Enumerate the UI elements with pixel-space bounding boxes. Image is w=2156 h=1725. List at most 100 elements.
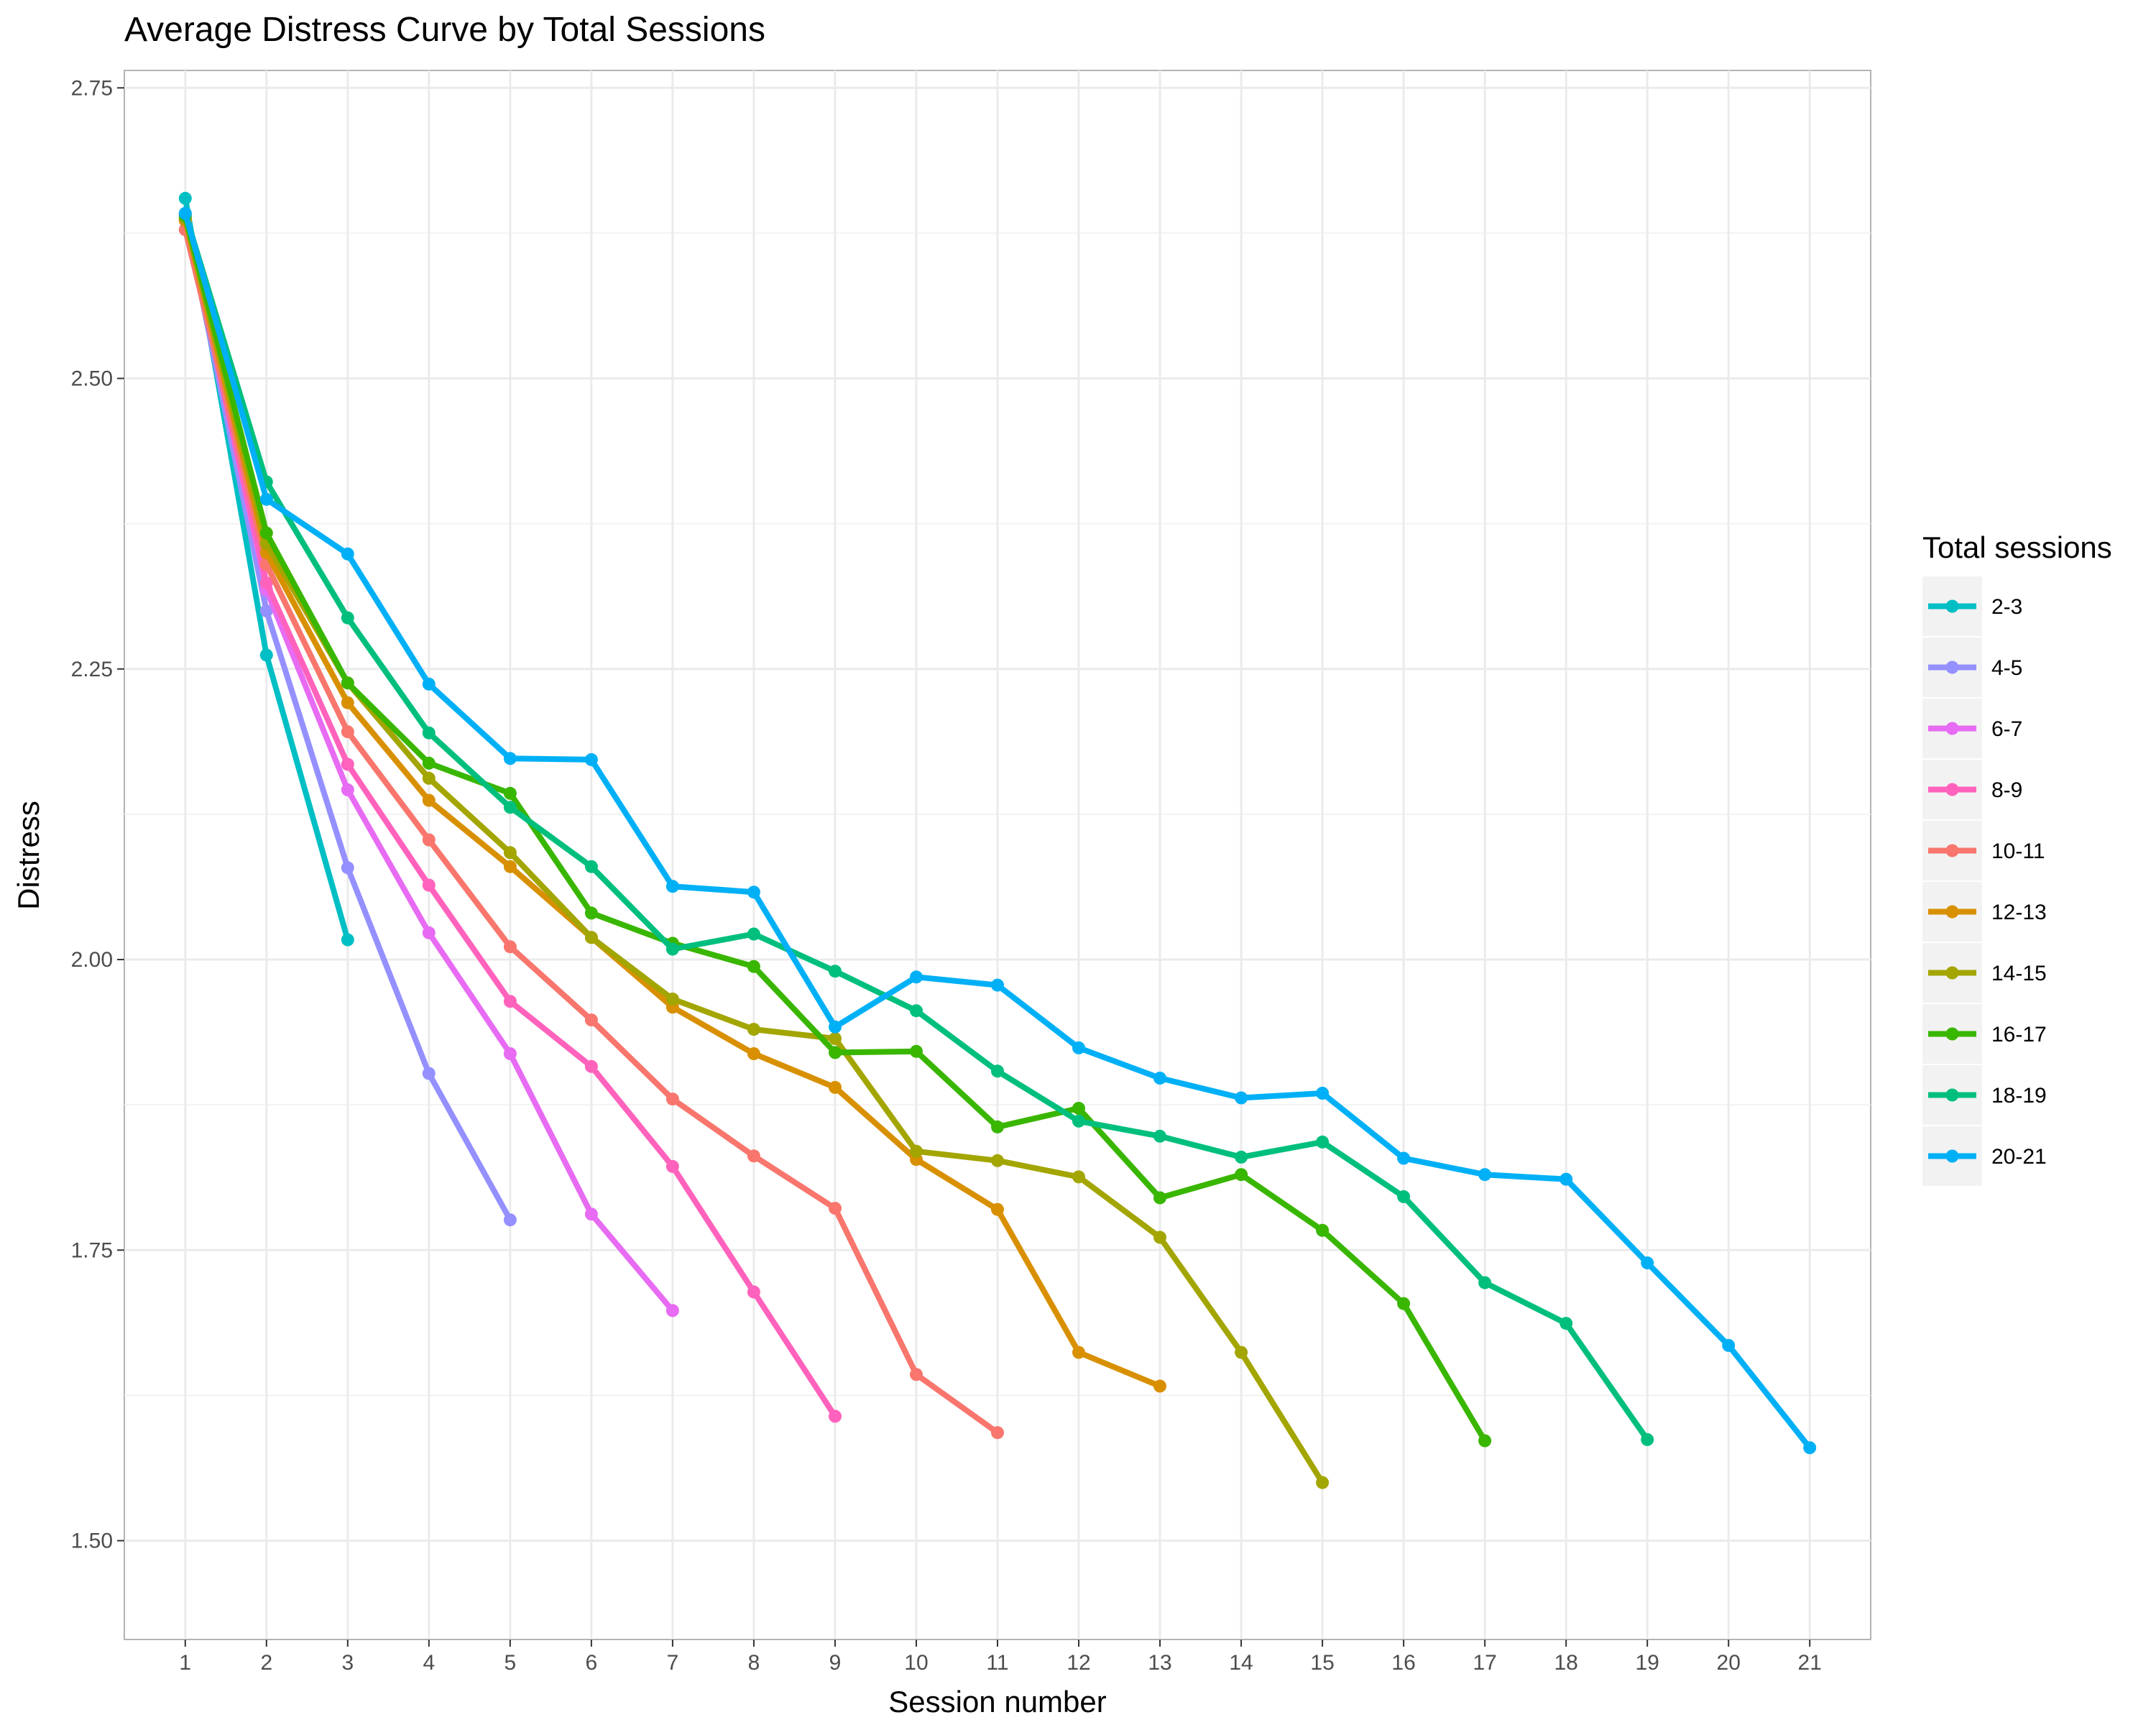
legend-key-point (1945, 661, 1959, 674)
legend-item-6-7: 6-7 (1922, 699, 2022, 758)
data-point-8-9 (341, 758, 354, 771)
data-point-4-5 (422, 1067, 436, 1080)
series-lines (178, 191, 1817, 1489)
legend-item-20-21: 20-21 (1922, 1126, 2047, 1186)
data-point-10-11 (910, 1368, 923, 1381)
data-point-10-11 (584, 1013, 598, 1027)
data-point-8-9 (829, 1409, 842, 1423)
series-18-19 (178, 206, 1654, 1446)
data-point-16-17 (747, 960, 760, 973)
data-point-4-5 (341, 861, 354, 875)
data-point-14-15 (1316, 1476, 1330, 1489)
data-point-2-3 (178, 191, 192, 205)
data-point-10-11 (747, 1149, 760, 1163)
legend-item-8-9: 8-9 (1922, 760, 2022, 819)
y-tick-label: 2.75 (71, 76, 113, 100)
legend-key-point (1945, 1027, 1959, 1041)
legend-item-16-17: 16-17 (1922, 1004, 2047, 1064)
data-point-4-5 (259, 604, 273, 617)
y-tick-label: 1.50 (71, 1530, 113, 1553)
data-point-18-19 (1478, 1276, 1492, 1289)
data-point-20-21 (1235, 1091, 1248, 1105)
data-point-18-19 (584, 860, 598, 873)
data-point-2-3 (341, 933, 354, 947)
data-point-6-7 (341, 783, 354, 796)
data-point-8-9 (503, 995, 517, 1008)
x-tick-label: 4 (423, 1651, 435, 1675)
data-point-2-3 (259, 648, 273, 662)
legend-label: 4-5 (1991, 656, 2022, 680)
legend-item-4-5: 4-5 (1922, 638, 2022, 697)
x-tick-label: 2 (260, 1651, 272, 1675)
data-point-16-17 (422, 756, 436, 770)
data-point-6-7 (584, 1208, 598, 1221)
data-point-18-19 (1235, 1150, 1248, 1164)
y-tick-label: 2.50 (71, 367, 113, 391)
legend-item-18-19: 18-19 (1922, 1065, 2047, 1125)
x-tick-label: 1 (179, 1651, 191, 1675)
data-point-18-19 (503, 801, 517, 814)
data-point-14-15 (910, 1144, 923, 1158)
data-point-20-21 (422, 677, 436, 691)
data-point-18-19 (341, 611, 354, 625)
data-point-14-15 (422, 771, 436, 785)
data-point-20-21 (1803, 1441, 1817, 1455)
data-point-12-13 (829, 1080, 842, 1094)
data-point-20-21 (1641, 1256, 1654, 1270)
legend-item-12-13: 12-13 (1922, 882, 2047, 942)
series-14-15 (178, 211, 1330, 1489)
data-point-18-19 (1072, 1114, 1085, 1128)
data-point-16-17 (503, 786, 517, 800)
legend: Total sessions 2-3 4-5 6-7 8-9 10-11 12-13 14-… (1922, 530, 2112, 1186)
data-point-12-13 (1153, 1379, 1166, 1393)
data-point-16-17 (1235, 1168, 1248, 1182)
data-point-18-19 (747, 927, 760, 941)
data-point-8-9 (422, 878, 436, 892)
legend-label: 16-17 (1991, 1023, 2047, 1046)
data-point-16-17 (1316, 1223, 1330, 1237)
x-tick-label: 16 (1391, 1651, 1415, 1675)
data-point-18-19 (991, 1064, 1004, 1078)
data-point-18-19 (1397, 1190, 1411, 1203)
legend-item-10-11: 10-11 (1922, 821, 2045, 880)
legend-label: 8-9 (1991, 778, 2022, 802)
data-point-12-13 (1072, 1346, 1085, 1359)
data-point-14-15 (829, 1032, 842, 1045)
legend-key-point (1945, 783, 1959, 796)
data-point-14-15 (991, 1154, 1004, 1167)
data-point-18-19 (910, 1004, 923, 1018)
legend-label: 14-15 (1991, 962, 2047, 985)
legend-key-point (1945, 599, 1959, 613)
data-point-14-15 (665, 993, 679, 1006)
legend-label: 18-19 (1991, 1084, 2047, 1108)
data-point-20-21 (747, 886, 760, 899)
data-point-10-11 (991, 1426, 1004, 1440)
data-point-12-13 (422, 794, 436, 807)
data-point-20-21 (910, 970, 923, 984)
legend-label: 6-7 (1991, 717, 2022, 741)
data-point-14-15 (584, 931, 598, 944)
data-point-10-11 (341, 725, 354, 739)
y-tick-label: 1.75 (71, 1238, 113, 1262)
data-point-12-13 (747, 1047, 760, 1060)
chart-title: Average Distress Curve by Total Sessions (124, 11, 765, 49)
x-tick-label: 15 (1310, 1651, 1334, 1675)
axis-ticks: 1 2 3 4 5 6 7 8 9 10 11 12 13 14 15 16 17 18 19 20 211.501.7… (71, 76, 1822, 1675)
data-point-8-9 (584, 1059, 598, 1073)
x-tick-label: 5 (505, 1651, 517, 1675)
legend-title: Total sessions (1922, 530, 2112, 564)
x-tick-label: 7 (667, 1651, 679, 1675)
legend-key-point (1945, 1088, 1959, 1102)
x-tick-label: 14 (1229, 1651, 1253, 1675)
data-point-20-21 (259, 492, 273, 506)
x-tick-label: 10 (904, 1651, 928, 1675)
legend-label: 12-13 (1991, 901, 2047, 924)
legend-key-point (1945, 966, 1959, 980)
legend-label: 2-3 (1991, 595, 2022, 619)
legend-item-14-15: 14-15 (1922, 943, 2047, 1003)
x-tick-label: 8 (748, 1651, 760, 1675)
data-point-20-21 (584, 753, 598, 766)
data-point-20-21 (991, 978, 1004, 992)
data-point-18-19 (1560, 1317, 1573, 1330)
